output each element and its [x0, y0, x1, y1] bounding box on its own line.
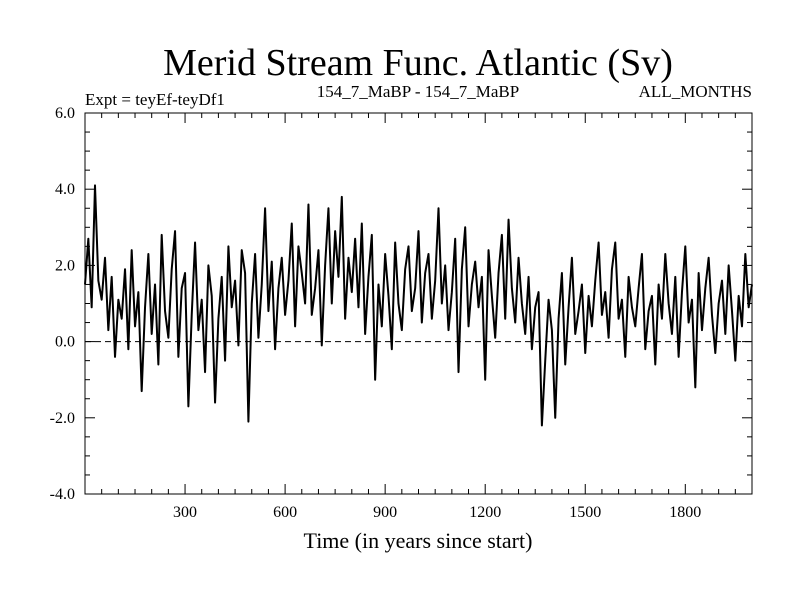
y-tick-label: 6.0: [55, 105, 75, 122]
y-tick-label: 4.0: [55, 181, 75, 198]
series-line-0: [84, 184, 753, 427]
x-tick-label: 300: [173, 504, 197, 521]
plot-frame: [84, 112, 753, 495]
ticks-group: [85, 113, 752, 494]
x-tick-label: 900: [373, 504, 397, 521]
series-group: [84, 184, 753, 427]
x-tick-label: 600: [273, 504, 297, 521]
x-tick-label: 1500: [569, 504, 601, 521]
subtitle-months: ALL_MONTHS: [639, 82, 752, 101]
chart-title: Merid Stream Func. Atlantic (Sv): [163, 42, 673, 84]
y-tick-label: -4.0: [50, 486, 75, 503]
subtitle-experiment: Expt = teyEf-teyDf1: [85, 90, 225, 109]
x-axis-label: Time (in years since start): [304, 528, 533, 553]
y-tick-label: 0.0: [55, 334, 75, 351]
x-tick-label: 1200: [469, 504, 501, 521]
tick-labels-group: 300 600 900 1200 1500 1800 -4.0 -2.0 0.0 2.0 4.0 6.…: [50, 105, 702, 521]
x-tick-label: 1800: [669, 504, 701, 521]
y-tick-label: 2.0: [55, 257, 75, 274]
y-tick-label: -2.0: [50, 410, 75, 427]
subtitle-period: 154_7_MaBP - 154_7_MaBP: [317, 82, 519, 101]
